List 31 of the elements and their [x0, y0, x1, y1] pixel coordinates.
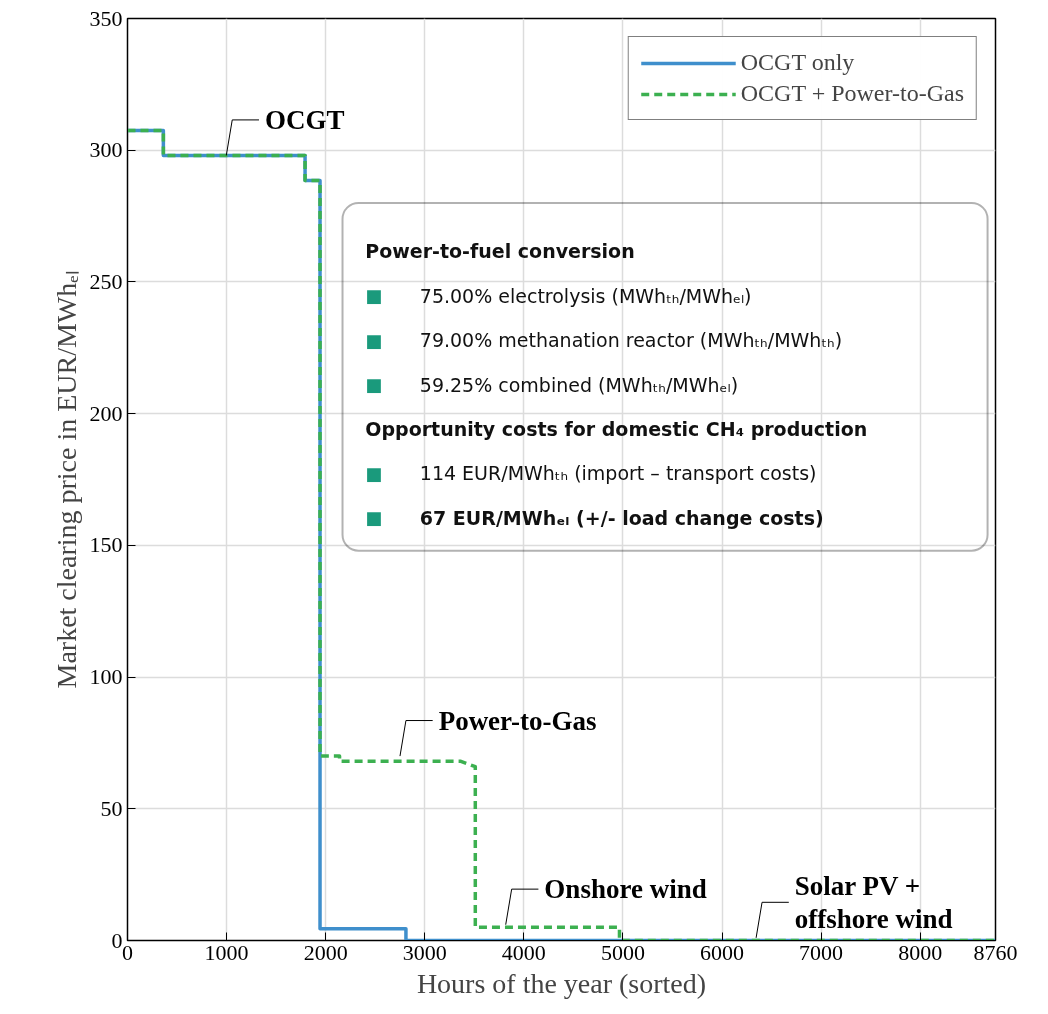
annotation: Solar PV + offshore wind — [794, 870, 953, 934]
text: ■ 59.25% combined (MWhₜₕ/MWhₑₗ) — [365, 373, 739, 396]
y-axis-title: Market clearing price in EUR/MWhₑₗ — [50, 270, 82, 689]
y-tick-label: 150 — [89, 532, 123, 558]
x-axis-title: Hours of the year (sorted) — [416, 967, 707, 999]
annotation: Onshore wind — [544, 874, 707, 905]
text: ■ 79.00% methanation reactor (MWhₜₕ/MWhₜₕ) — [365, 329, 843, 352]
annotation: Power-to-fuel conversion — [365, 240, 635, 263]
text: ■ 114 EUR/MWhₜₕ (import – transport costs) — [365, 462, 817, 485]
x-tick-label: 8760 — [973, 939, 1018, 965]
y-tick-label: 100 — [89, 664, 123, 690]
annotation: Power-to-Gas — [438, 705, 597, 736]
x-tick-label: 6000 — [700, 939, 745, 965]
y-tick-label: 250 — [89, 268, 123, 294]
annotation: OCGT — [264, 104, 345, 135]
x-tick-label: 3000 — [402, 939, 447, 965]
y-tick-label: 300 — [89, 137, 123, 163]
x-tick-label: 1000 — [204, 939, 249, 965]
text: ■ 75.00% electrolysis (MWhₜₕ/MWhₑₗ) — [365, 284, 752, 307]
x-tick-label: 8000 — [898, 939, 943, 965]
legend-label: OCGT + Power-to-Gas — [740, 80, 964, 107]
y-tick-label: 350 — [89, 5, 123, 31]
y-tick-label: 200 — [89, 400, 123, 426]
x-tick-label: 7000 — [799, 939, 844, 965]
annotation: Opportunity costs for domestic CH₄ production — [365, 418, 868, 441]
x-tick-label: 4000 — [501, 939, 546, 965]
x-tick-label: 2000 — [303, 939, 348, 965]
y-tick-label: 50 — [100, 795, 123, 821]
text: ■ 67 EUR/MWhₑₗ (+/- load change costs) — [365, 506, 824, 529]
x-tick-label: 5000 — [600, 939, 645, 965]
legend-label: OCGT only — [740, 49, 855, 76]
